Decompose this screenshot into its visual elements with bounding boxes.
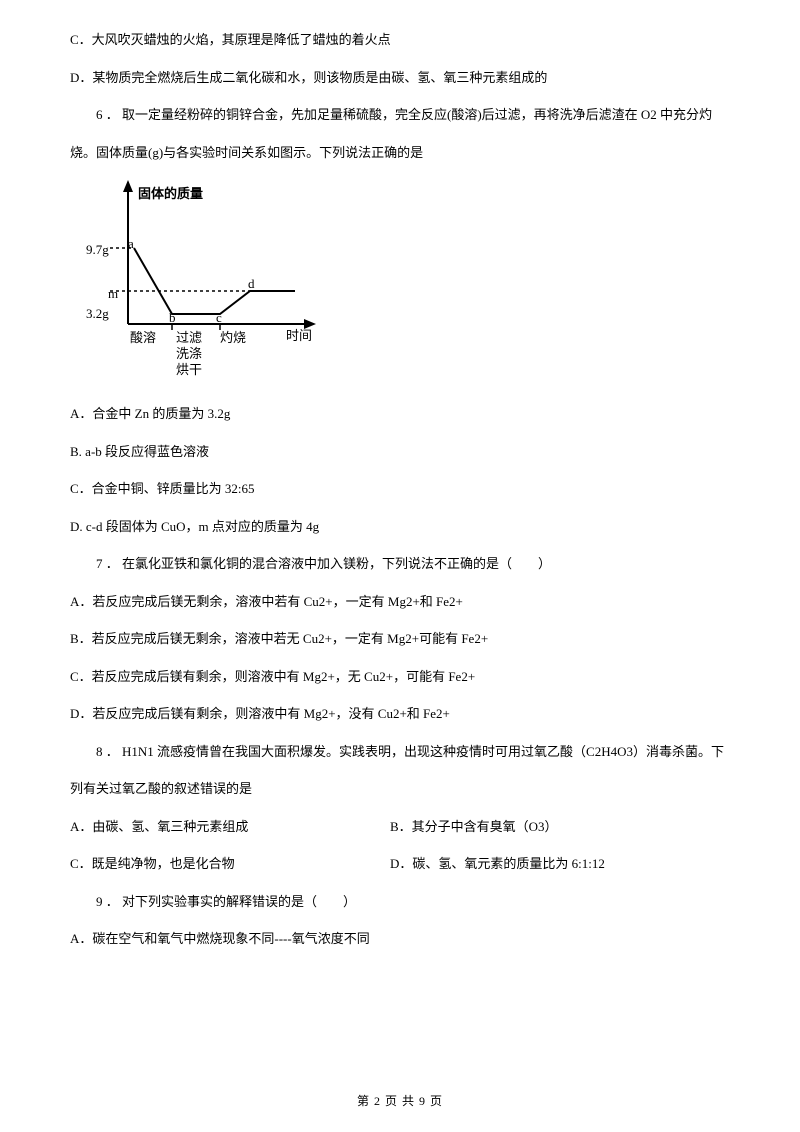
q7-option-d: D．若反应完成后镁有剩余，则溶液中有 Mg2+，没有 Cu2+和 Fe2+: [70, 704, 730, 724]
q6-option-a: A．合金中 Zn 的质量为 3.2g: [70, 404, 730, 424]
y-arrow: [123, 180, 133, 192]
q6-option-c: C．合金中铜、锌质量比为 32:65: [70, 479, 730, 499]
q8-option-c: C．既是纯净物，也是化合物: [70, 854, 390, 874]
q7-option-c: C．若反应完成后镁有剩余，则溶液中有 Mg2+，无 Cu2+，可能有 Fe2+: [70, 667, 730, 687]
q6-stem-line2: 烧。固体质量(g)与各实验时间关系如图示。下列说法正确的是: [70, 143, 730, 163]
y-axis-title: 固体的质量: [138, 184, 203, 204]
q7-stem: 7 ． 在氯化亚铁和氯化铜的混合溶液中加入镁粉，下列说法不正确的是（ ）: [70, 554, 730, 574]
mass-time-chart: 固体的质量 9.7g m 3.2g a b c d 时间 酸溶 过滤 灼烧 洗涤…: [80, 176, 340, 386]
q8-stem-line2: 列有关过氧乙酸的叙述错误的是: [70, 779, 730, 799]
y-label-97g: 9.7g: [86, 240, 109, 260]
q8-option-a: A．由碳、氢、氧三种元素组成: [70, 817, 390, 837]
x-label-3: 灼烧: [220, 328, 246, 348]
point-a: a: [128, 234, 134, 254]
data-line: [134, 248, 295, 314]
q9-stem: 9 ． 对下列实验事实的解释错误的是（ ）: [70, 892, 730, 912]
x-axis-title: 时间: [286, 326, 312, 346]
q6-stem-line1: 6 ． 取一定量经粉碎的铜锌合金，先加足量稀硫酸，完全反应(酸溶)后过滤，再将洗…: [70, 105, 730, 125]
q5-option-d: D．某物质完全燃烧后生成二氧化碳和水，则该物质是由碳、氢、氧三种元素组成的: [70, 68, 730, 88]
y-label-32g: 3.2g: [86, 304, 109, 324]
y-label-m: m: [108, 284, 118, 304]
x-label-1: 酸溶: [130, 328, 156, 348]
q5-option-c: C．大风吹灭蜡烛的火焰，其原理是降低了蜡烛的着火点: [70, 30, 730, 50]
q8-option-b: B．其分子中含有臭氧（O3）: [390, 817, 730, 837]
page-footer: 第 2 页 共 9 页: [0, 1092, 800, 1110]
q6-option-d: D. c-d 段固体为 CuO，m 点对应的质量为 4g: [70, 517, 730, 537]
q6-option-b: B. a-b 段反应得蓝色溶液: [70, 442, 730, 462]
q9-option-a: A．碳在空气和氧气中燃烧现象不同----氧气浓度不同: [70, 929, 730, 949]
point-d: d: [248, 274, 255, 294]
q7-option-a: A．若反应完成后镁无剩余，溶液中若有 Cu2+，一定有 Mg2+和 Fe2+: [70, 592, 730, 612]
q8-option-d: D．碳、氢、氧元素的质量比为 6:1:12: [390, 854, 730, 874]
q8-stem-line1: 8 ． H1N1 流感疫情曾在我国大面积爆发。实践表明，出现这种疫情时可用过氧乙…: [70, 742, 730, 762]
x-label-5: 烘干: [176, 360, 202, 380]
q7-option-b: B．若反应完成后镁无剩余，溶液中若无 Cu2+，一定有 Mg2+可能有 Fe2+: [70, 629, 730, 649]
point-c: c: [216, 308, 222, 328]
chart-svg: [80, 176, 340, 386]
point-b: b: [169, 308, 176, 328]
